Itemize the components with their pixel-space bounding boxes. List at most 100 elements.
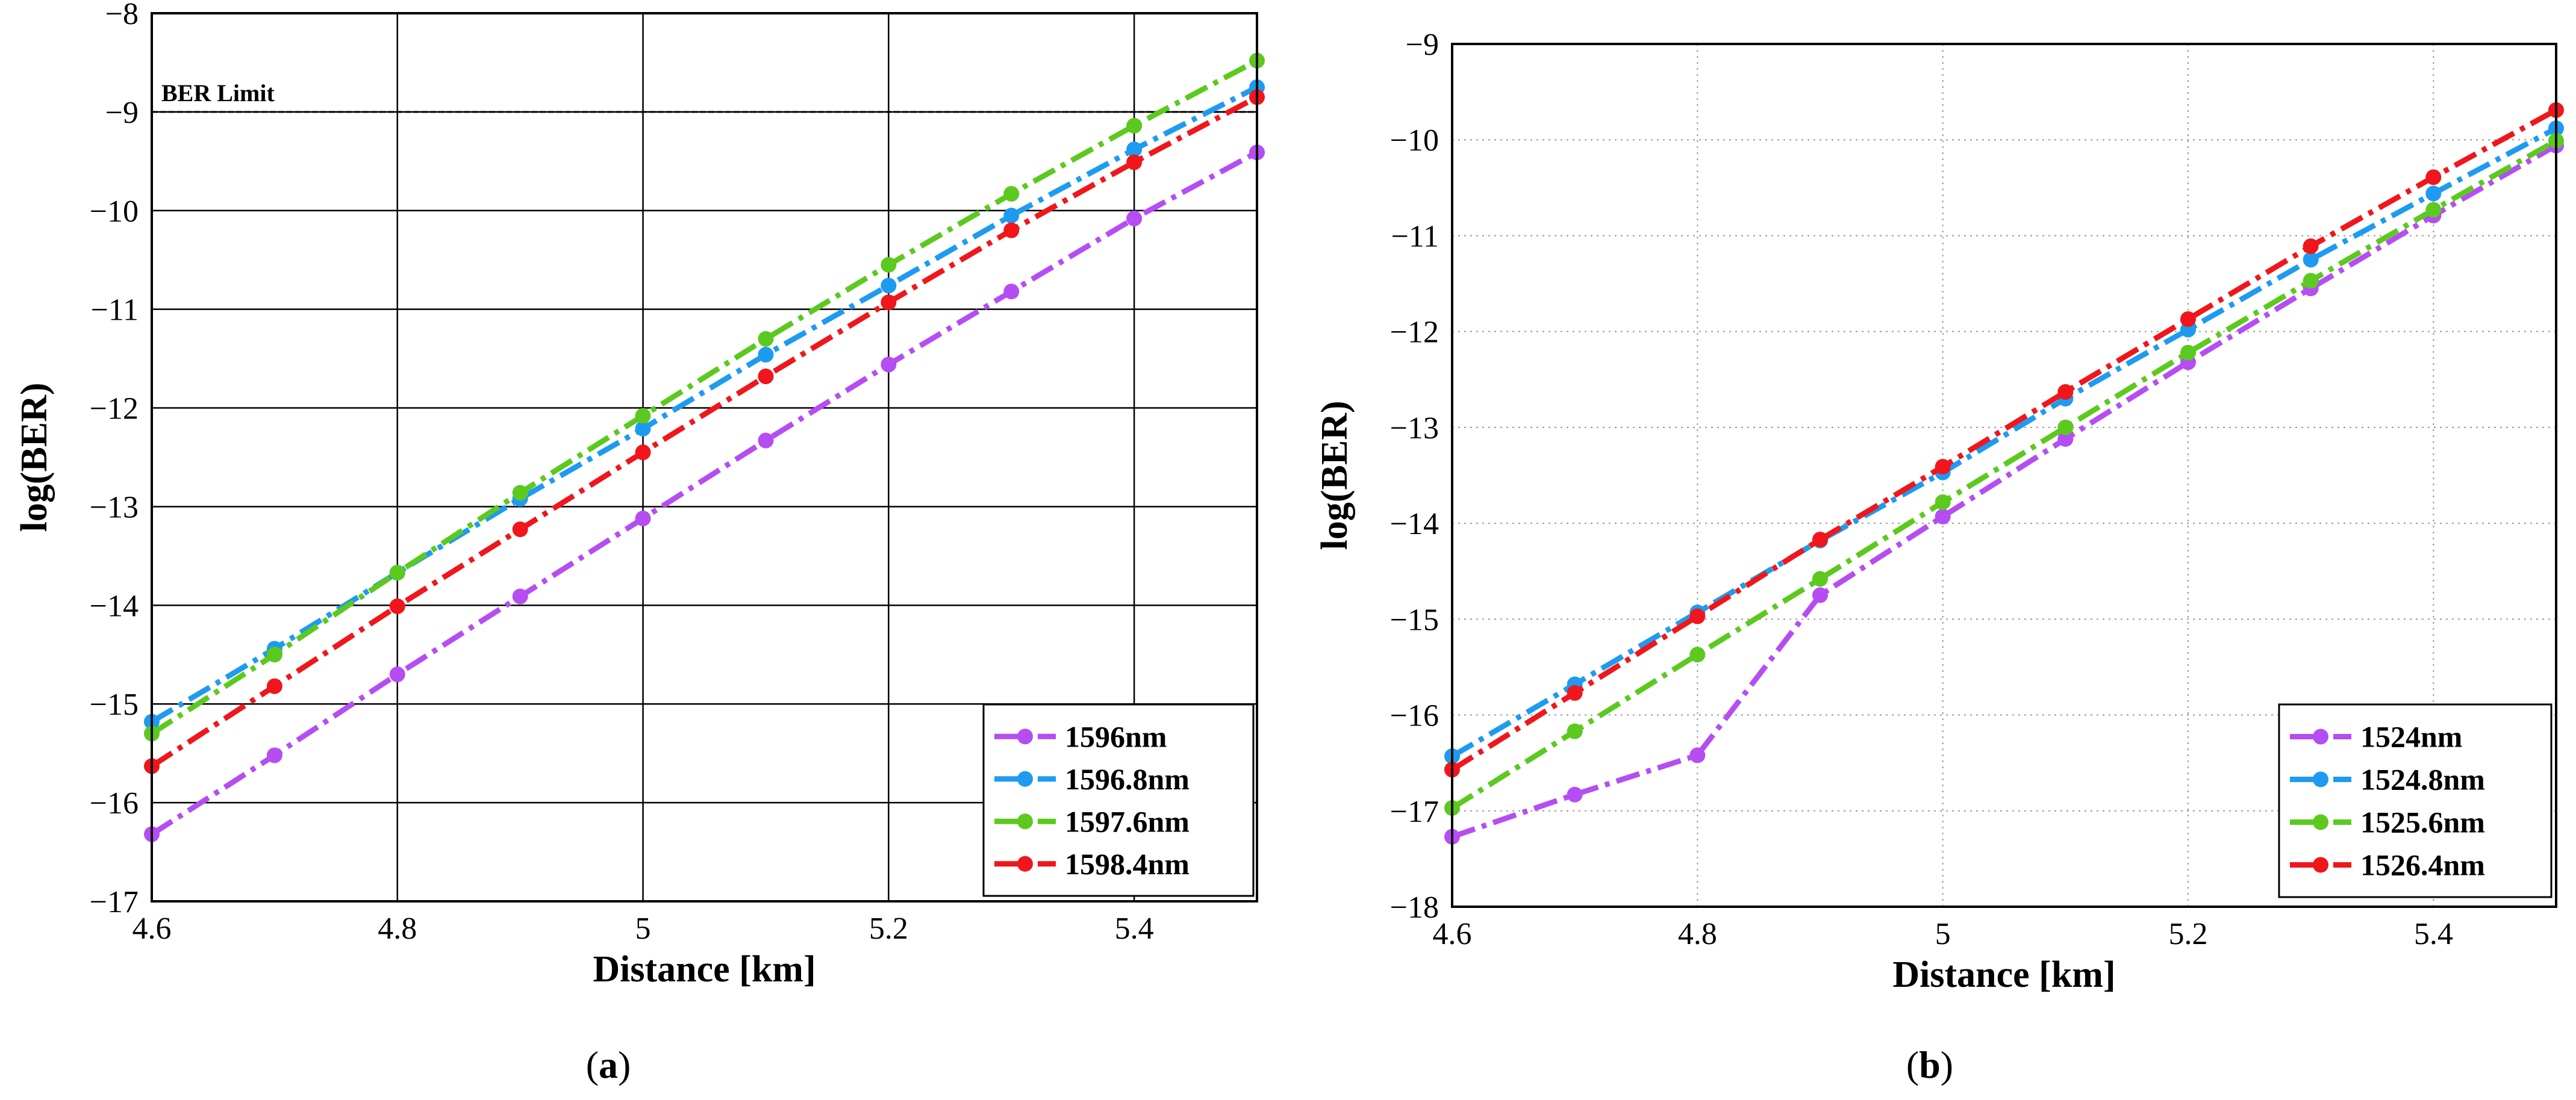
y-tick-label: −9 [1406,28,1439,62]
x-tick-label: 4.8 [1678,917,1717,951]
series-line [150,58,1259,736]
data-point [512,485,528,501]
data-point [1689,608,1706,624]
y-tick-label: −15 [90,688,139,722]
panel-label: (b) [1906,1043,1953,1086]
legend-swatch-marker [2313,771,2328,788]
y-tick-label: −17 [1390,795,1439,829]
y-tick-label: −17 [90,885,139,919]
data-point [881,256,897,273]
data-point [2057,419,2074,435]
data-point [1935,494,1951,511]
data-point [635,444,651,461]
data-point [1567,685,1583,701]
data-point [635,420,651,437]
legend-label: 1526.4nm [2360,848,2485,882]
x-tick-label: 4.8 [378,912,417,946]
data-point [635,511,651,527]
legend-swatch-marker [1017,729,1033,745]
panel-letter: a [599,1043,618,1086]
series-line [150,150,1259,837]
series-line [150,95,1259,769]
plot-frame [151,12,1258,903]
data-point [512,588,528,604]
panel-label: (a) [586,1043,631,1086]
data-point [389,565,405,581]
y-axis-label: log(BER) [14,383,55,532]
y-tick-label: −11 [1391,219,1439,253]
data-point [881,356,897,373]
y-tick-label: −11 [91,293,139,328]
y-axis-label: log(BER) [1314,401,1355,550]
data-point [1003,284,1020,300]
data-point [2425,169,2442,185]
data-point [266,647,282,663]
x-tick-label: 5 [1935,917,1951,951]
x-tick-labels: 4.6 4.8 5 5.2 5.4 [1433,917,2453,951]
series-line [1451,143,2558,840]
y-tick-label: −13 [1390,411,1439,446]
data-point [2303,252,2319,268]
data-point [1812,571,1828,587]
series-line [1450,138,2558,810]
legend-swatch-marker [2313,857,2328,873]
panel-a: BER Limit 4.6 4.8 5 5.2 5.4 −17−16−15−14−13−… [14,0,1265,1086]
data-point [389,667,405,683]
legend-label: 1524nm [2360,720,2462,754]
x-tick-label: 5.2 [869,912,908,946]
data-point [758,331,774,347]
y-tick-label: −14 [90,589,139,623]
plot-frame [1451,43,2557,908]
data-point [1935,508,1951,524]
data-point [266,678,282,694]
y-tick-label: −13 [90,490,139,524]
x-tick-label: 5.4 [2414,917,2453,951]
data-point [2180,344,2196,361]
legend: 1524nm 1524.8nm 1525.6nm 1526.4nm [2278,703,2553,898]
x-tick-label: 4.6 [133,912,172,946]
legend-label: 1597.6nm [1065,804,1190,838]
legend-label: 1596.8nm [1065,762,1190,796]
data-point [1812,587,1828,603]
x-tick-labels: 4.6 4.8 5 5.2 5.4 [133,912,1154,946]
legend-label: 1596nm [1065,719,1167,753]
y-tick-labels: −17 −16 −15 −14 −13 −12 −11 −10 −9 −8 [90,0,139,919]
data-point [1812,532,1828,548]
legend: 1596nm 1596.8nm 1597.6nm 1598.4nm [982,703,1255,897]
data-point [1567,723,1583,739]
data-point [1935,459,1951,475]
data-point [1126,210,1143,226]
legend-swatch-marker [1017,771,1033,787]
legend-label: 1525.6nm [2360,806,2485,839]
data-point [2303,273,2319,289]
data-point [1689,747,1706,763]
data-point [758,368,774,385]
y-tick-label: −9 [105,96,139,130]
data-point [635,408,651,424]
panel-b: 4.6 4.8 5 5.2 5.4 −18−17−16−15−14−13−12−11−1… [1314,28,2564,1086]
x-tick-label: 4.6 [1433,917,1472,951]
data-point [1689,647,1706,663]
data-point [2057,384,2074,400]
data-point [512,521,528,538]
data-point [1003,207,1020,223]
data-point [1003,222,1020,238]
y-tick-label: −8 [105,0,139,31]
data-point [758,432,774,449]
data-point [1126,154,1143,170]
data-point [2057,430,2074,447]
legend-swatch-marker [2313,729,2328,745]
data-point [2180,311,2196,327]
y-tick-label: −12 [1390,315,1439,350]
y-tick-label: −18 [1390,890,1439,925]
y-tick-label: −10 [90,194,139,229]
y-tick-label: −14 [1390,507,1439,541]
y-tick-label: −15 [1390,603,1439,637]
data-point [881,294,897,311]
y-tick-label: −16 [1390,699,1439,733]
data-point [881,278,897,294]
series-line [1450,126,2558,759]
data-point [2425,202,2442,218]
x-tick-label: 5 [635,912,651,946]
